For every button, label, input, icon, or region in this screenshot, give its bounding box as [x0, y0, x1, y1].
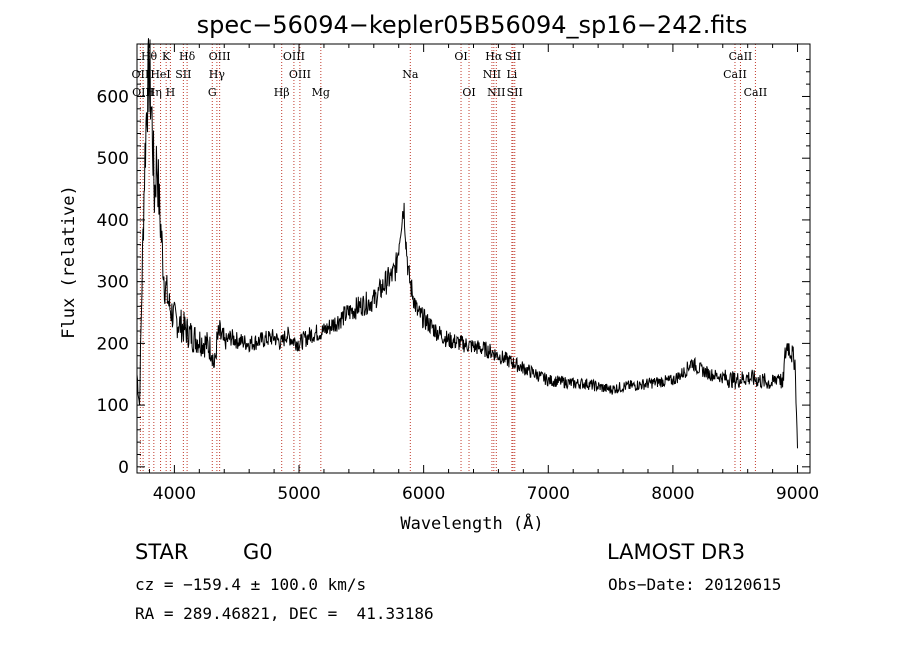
line-label: SII	[505, 50, 521, 63]
y-tick-label: 0	[118, 458, 129, 478]
line-label: OIII	[132, 86, 154, 99]
coordinates-text: RA = 289.46821, DEC = 41.33186	[135, 604, 434, 623]
line-label: OIII	[289, 68, 311, 81]
plot-frame	[136, 43, 811, 474]
y-tick-label: 300	[97, 273, 129, 293]
line-label: HeI	[150, 68, 170, 81]
x-tick-label: 6000	[402, 484, 445, 504]
line-label: OI	[462, 86, 475, 99]
axes: 4000 5000 6000 7000 8000 9000 0 100 200 300 400 500…	[97, 44, 819, 504]
y-axis-label: Flux (relative)	[59, 185, 79, 339]
line-label: H	[166, 86, 176, 99]
line-label: K	[162, 50, 171, 63]
line-label: CaII	[744, 86, 768, 99]
line-label: SII	[175, 68, 191, 81]
survey-name: LAMOST DR3	[607, 540, 746, 564]
line-label: Hδ	[179, 50, 196, 63]
line-label: Hθ	[141, 50, 158, 63]
x-tick-label: 4000	[153, 484, 196, 504]
x-tick-label: 7000	[527, 484, 570, 504]
redshift-text: cz = −159.4 ± 100.0 km/s	[135, 575, 367, 594]
y-tick-label: 200	[97, 334, 129, 354]
flux-line	[136, 38, 798, 449]
object-subclass: G0	[243, 540, 273, 564]
y-tick-label: 500	[97, 149, 129, 169]
line-label: Mg	[312, 86, 330, 99]
line-label: SII	[507, 86, 523, 99]
line-label: Na	[402, 68, 419, 81]
line-label: NII	[487, 86, 505, 99]
line-label: Hη	[146, 86, 162, 99]
observation-date: Obs−Date: 20120615	[608, 575, 782, 594]
line-label: NII	[483, 68, 501, 81]
line-label: Hγ	[209, 68, 226, 81]
line-label: CaII	[723, 68, 747, 81]
y-tick-label: 600	[97, 87, 129, 107]
x-tick-label: 5000	[277, 484, 320, 504]
line-label: G	[208, 86, 217, 99]
line-label: Hβ	[274, 86, 290, 99]
y-tick-label: 100	[97, 396, 129, 416]
line-label: Hα	[485, 50, 503, 63]
line-label: CaII	[729, 50, 753, 63]
emission-line-markers	[139, 44, 756, 473]
line-label: Li	[506, 68, 517, 81]
chart-title: spec−56094−kepler05B56094_sp16−242.fits	[197, 11, 748, 39]
x-tick-label: 8000	[651, 484, 694, 504]
x-tick-label: 9000	[776, 484, 819, 504]
object-class: STAR	[135, 540, 189, 564]
line-label: OII	[132, 68, 150, 81]
line-label: OIII	[209, 50, 231, 63]
y-tick-label: 400	[97, 211, 129, 231]
line-label: OI	[454, 50, 467, 63]
line-label: OIII	[283, 50, 305, 63]
x-axis-label: Wavelength (Å)	[400, 512, 543, 534]
